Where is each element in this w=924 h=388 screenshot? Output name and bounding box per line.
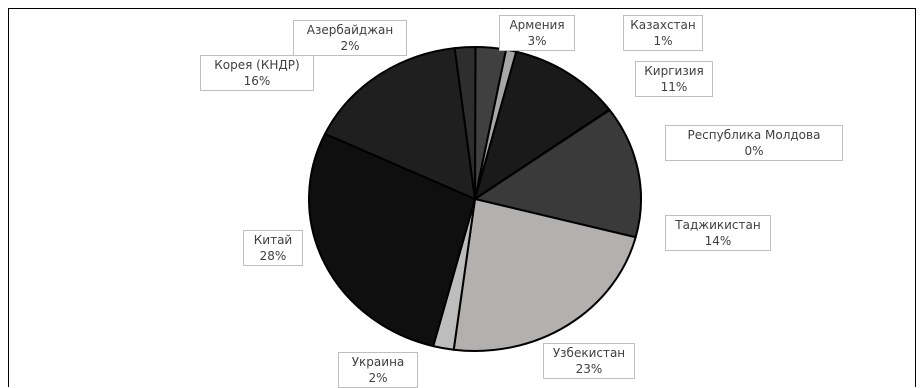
data-label-9: Азербайджан 2% (293, 20, 407, 56)
data-label-value: 2% (368, 371, 388, 385)
pie-slices (308, 45, 642, 352)
pie-chart (308, 45, 642, 352)
data-label-value: 0% (744, 144, 764, 158)
data-label-value: 28% (259, 249, 287, 263)
data-label-name: Китай (253, 233, 293, 247)
data-label-7: Китай 28% (243, 230, 303, 266)
pie-slice-8 (324, 47, 476, 200)
data-label-name: Азербайджан (306, 23, 394, 37)
pie-slice-5 (452, 198, 637, 352)
data-label-1: Казахстан 1% (623, 15, 703, 51)
data-label-4: Таджикистан 14% (665, 215, 771, 251)
data-label-name: Армения (509, 18, 565, 32)
data-label-value: 1% (653, 34, 673, 48)
pie-slice-2 (474, 50, 611, 200)
pie-slice-9 (453, 45, 477, 200)
data-label-5: Узбекистан 23% (543, 343, 635, 379)
data-label-name: Казахстан (630, 18, 696, 32)
data-label-name: Таджикистан (675, 218, 761, 232)
data-label-value: 16% (243, 74, 271, 88)
data-label-8: Корея (КНДР) 16% (200, 55, 314, 91)
chart-frame: Армения 3% Казахстан 1% Киргизия 11% Республик… (8, 8, 916, 388)
data-label-value: 3% (527, 34, 547, 48)
data-label-0: Армения 3% (499, 15, 575, 51)
data-label-6: Украина 2% (338, 352, 418, 388)
data-label-name: Республика Молдова (687, 128, 821, 142)
data-label-name: Украина (351, 355, 405, 369)
data-label-3: Республика Молдова 0% (665, 125, 843, 161)
pie-slice-7 (308, 132, 476, 348)
data-label-name: Узбекистан (552, 346, 626, 360)
data-label-value: 11% (660, 80, 688, 94)
data-label-value: 2% (340, 39, 360, 53)
data-label-name: Корея (КНДР) (214, 58, 300, 72)
data-label-2: Киргизия 11% (635, 61, 713, 97)
data-label-value: 14% (704, 234, 732, 248)
pie-slice-4 (474, 109, 642, 239)
data-label-name: Киргизия (644, 64, 704, 78)
data-label-value: 23% (575, 362, 603, 376)
